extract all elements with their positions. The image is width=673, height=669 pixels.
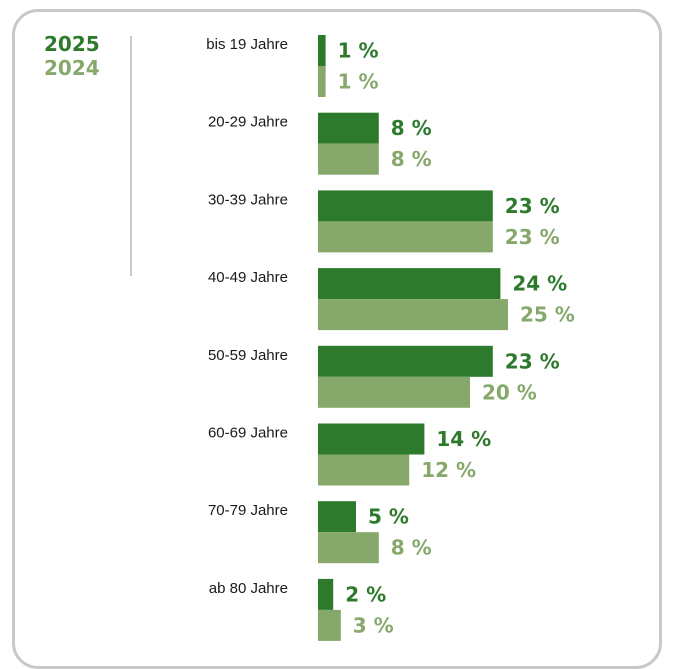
data-label-2025: 8 % — [391, 116, 432, 140]
category-label: 20-29 Jahre — [208, 114, 288, 131]
legend-item-2024: 2024 — [44, 56, 100, 80]
bar-2024 — [318, 609, 341, 641]
bar-2025 — [318, 501, 356, 533]
data-label-2024: 1 % — [338, 70, 379, 94]
data-label-2024: 8 % — [391, 536, 432, 560]
category-label: 60-69 Jahre — [208, 425, 288, 442]
bar-2025 — [318, 578, 334, 610]
bar-2025 — [318, 423, 425, 455]
legend-item-2025: 2025 — [44, 32, 100, 56]
bar-2024 — [318, 299, 508, 331]
category-label: ab 80 Jahre — [209, 580, 288, 597]
data-label-2025: 23 % — [505, 194, 560, 218]
data-label-2024: 23 % — [505, 225, 560, 249]
bar-2024 — [318, 454, 410, 486]
legend-divider — [130, 36, 132, 276]
data-label-2024: 3 % — [353, 613, 394, 637]
bar-2025 — [318, 268, 501, 300]
legend: 2025 2024 — [44, 32, 100, 80]
data-label-2025: 2 % — [345, 582, 386, 606]
data-label-2024: 25 % — [520, 303, 575, 327]
bar-2024 — [318, 532, 379, 564]
data-label-2025: 5 % — [368, 505, 409, 529]
category-label: 30-39 Jahre — [208, 191, 288, 208]
bar-2025 — [318, 190, 493, 222]
data-label-2024: 8 % — [391, 147, 432, 171]
bar-2024 — [318, 143, 379, 175]
data-label-2024: 20 % — [482, 380, 537, 404]
bar-2025 — [318, 345, 493, 377]
data-label-2025: 23 % — [505, 349, 560, 373]
bar-chart: bis 19 Jahre 1 % 1 % 20-29 Jahre 8 % 8 % 30-39… — [206, 35, 575, 641]
bar-2024 — [318, 66, 326, 97]
category-label: 50-59 Jahre — [208, 347, 288, 364]
data-label-2025: 14 % — [436, 427, 491, 451]
bar-2024 — [318, 221, 493, 253]
category-label: 40-49 Jahre — [208, 269, 288, 286]
data-label-2025: 1 % — [338, 39, 379, 63]
bar-2025 — [318, 112, 379, 144]
category-label: 70-79 Jahre — [208, 502, 288, 519]
bar-2025 — [318, 35, 326, 66]
category-label: bis 19 Jahre — [206, 36, 288, 53]
data-label-2024: 12 % — [421, 458, 476, 482]
data-label-2025: 24 % — [512, 272, 567, 296]
bar-2024 — [318, 376, 470, 408]
